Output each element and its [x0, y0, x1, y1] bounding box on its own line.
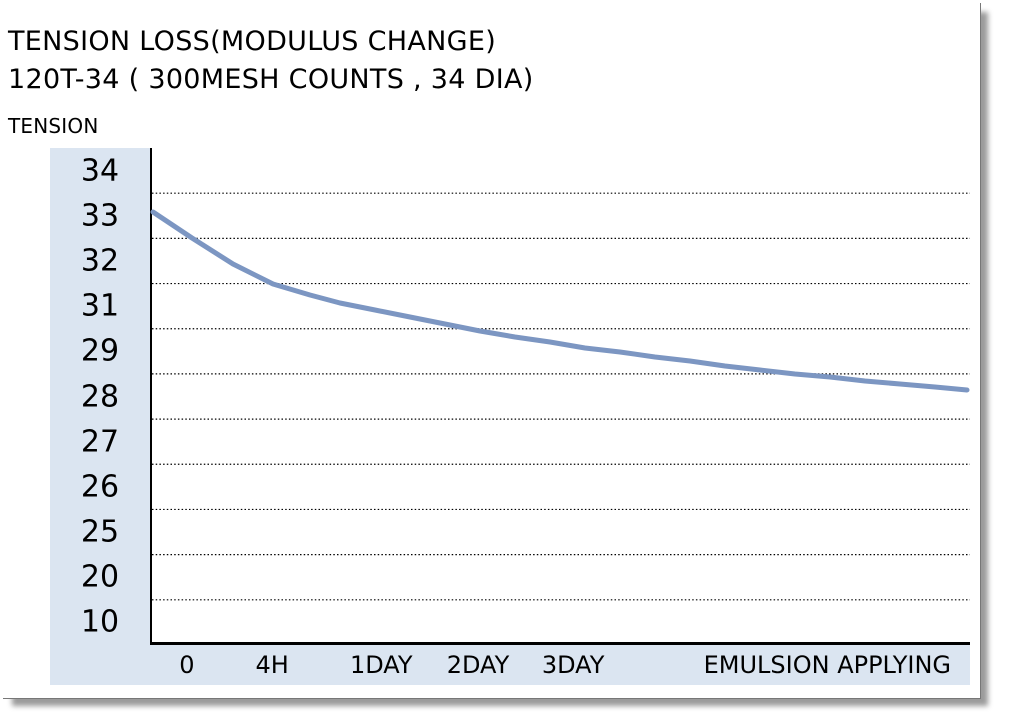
y-tick-label: 27 — [80, 424, 120, 460]
x-tick-label: 0 — [179, 651, 195, 679]
y-tick-label: 32 — [80, 243, 120, 279]
y-axis-band — [50, 148, 150, 685]
plot-area — [150, 148, 970, 645]
y-tick-label: 26 — [80, 469, 120, 505]
y-tick-label: 33 — [80, 198, 120, 234]
y-tick-label: 20 — [80, 559, 120, 595]
y-tick-label: 31 — [80, 288, 120, 324]
x-tick-label: EMULSION APPLYING — [703, 651, 952, 679]
x-axis-band — [50, 645, 970, 685]
chart-title: TENSION LOSS(MODULUS CHANGE) — [8, 26, 497, 57]
x-tick-label: 4H — [255, 651, 289, 679]
y-tick-label: 25 — [80, 514, 120, 550]
y-axis-title: TENSION — [8, 114, 99, 138]
x-tick-label: 1DAY — [349, 651, 413, 679]
chart-subtitle: 120T-34 ( 300MESH COUNTS , 34 DIA) — [8, 64, 534, 95]
y-tick-label: 34 — [80, 153, 120, 189]
gridlines — [152, 192, 970, 601]
x-tick-label: 3DAY — [541, 651, 605, 679]
y-tick-label: 28 — [80, 379, 120, 414]
x-tick-label: 2DAY — [446, 651, 510, 679]
chart-panel: TENSION LOSS(MODULUS CHANGE) 120T-34 ( 3… — [8, 26, 970, 685]
y-tick-label: 10 — [80, 604, 120, 640]
y-tick-label: 29 — [80, 333, 120, 369]
tension-curve — [150, 209, 970, 393]
